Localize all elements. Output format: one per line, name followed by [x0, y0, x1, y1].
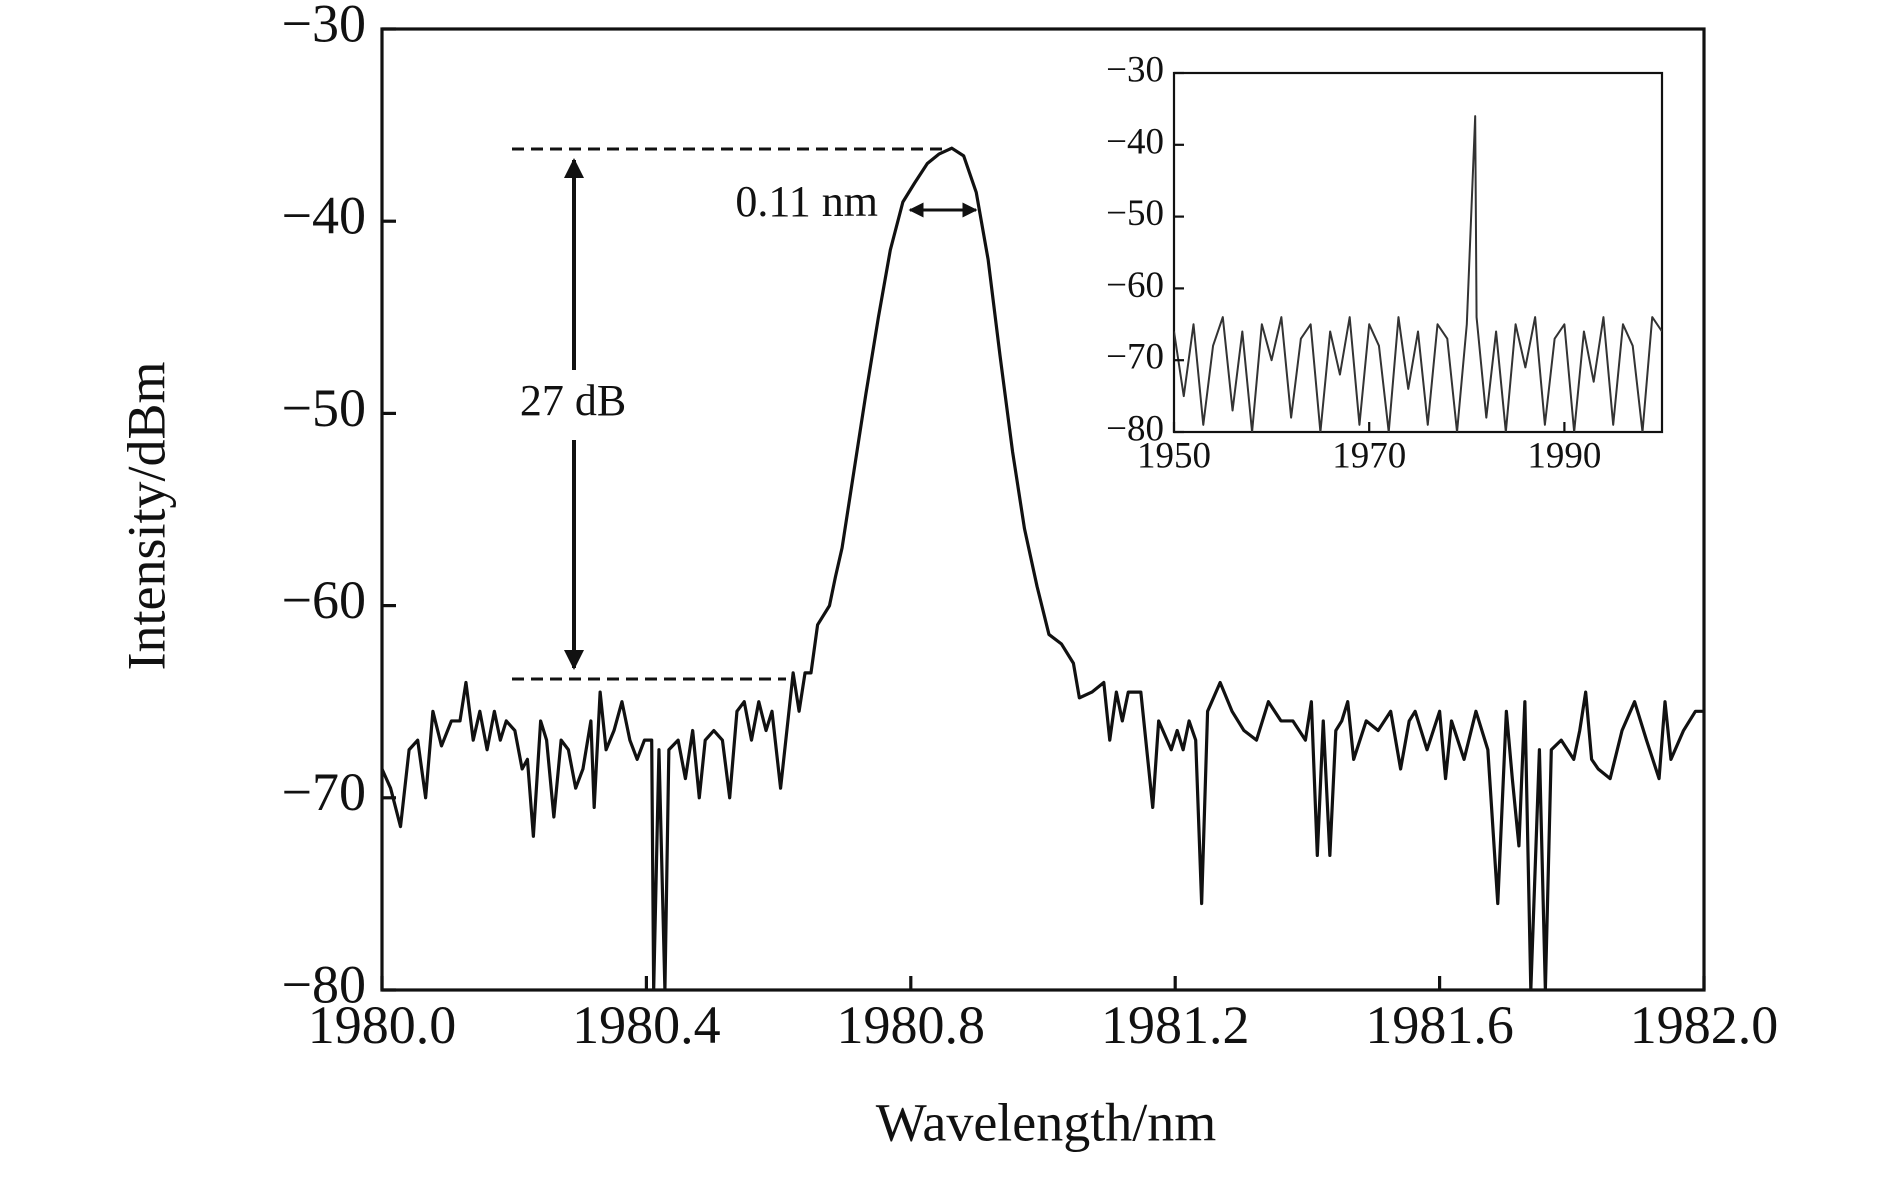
y-tick-label: −40 [282, 186, 366, 246]
x-tick-label: 1980.4 [572, 995, 721, 1055]
x-tick-label: 1981.2 [1101, 995, 1250, 1055]
x-axis-label: Wavelength/nm [876, 1092, 1217, 1152]
y-tick-label: −50 [282, 378, 366, 438]
y-tick-label: −30 [282, 0, 366, 53]
y-tick-label: −30 [1106, 49, 1164, 90]
x-tick-label: 1950 [1137, 436, 1211, 477]
y-tick-label: −70 [282, 762, 366, 822]
x-tick-label: 1970 [1332, 436, 1406, 477]
y-tick-label: −50 [1106, 193, 1164, 234]
x-tick-label: 1980.0 [308, 995, 457, 1055]
y-axis-label: Intensity/dBm [116, 362, 176, 671]
data-line [1174, 115, 1662, 432]
annotations: 27 dB 0.11 nm [490, 147, 978, 681]
y-tick-label: −60 [282, 570, 366, 630]
y-tick-label: −80 [1106, 408, 1164, 449]
x-tick-label: 1990 [1527, 436, 1601, 477]
x-tick-label: 1981.6 [1365, 995, 1514, 1055]
inset-plot: 1950 1970 1990 −30 −40 −50 −60 −70 −80 [1106, 49, 1664, 477]
width-label: 0.11 nm [735, 177, 878, 226]
x-tick-label: 1982.0 [1630, 995, 1779, 1055]
y-tick-label: −80 [282, 954, 366, 1014]
x-tick-label: 1980.8 [837, 995, 986, 1055]
y-tick-label: −40 [1106, 121, 1164, 162]
data-line [382, 146, 1704, 990]
label-gap [490, 370, 660, 440]
range-label: 27 dB [520, 376, 626, 425]
y-tick-label: −60 [1106, 265, 1164, 306]
y-tick-label: −70 [1106, 337, 1164, 378]
